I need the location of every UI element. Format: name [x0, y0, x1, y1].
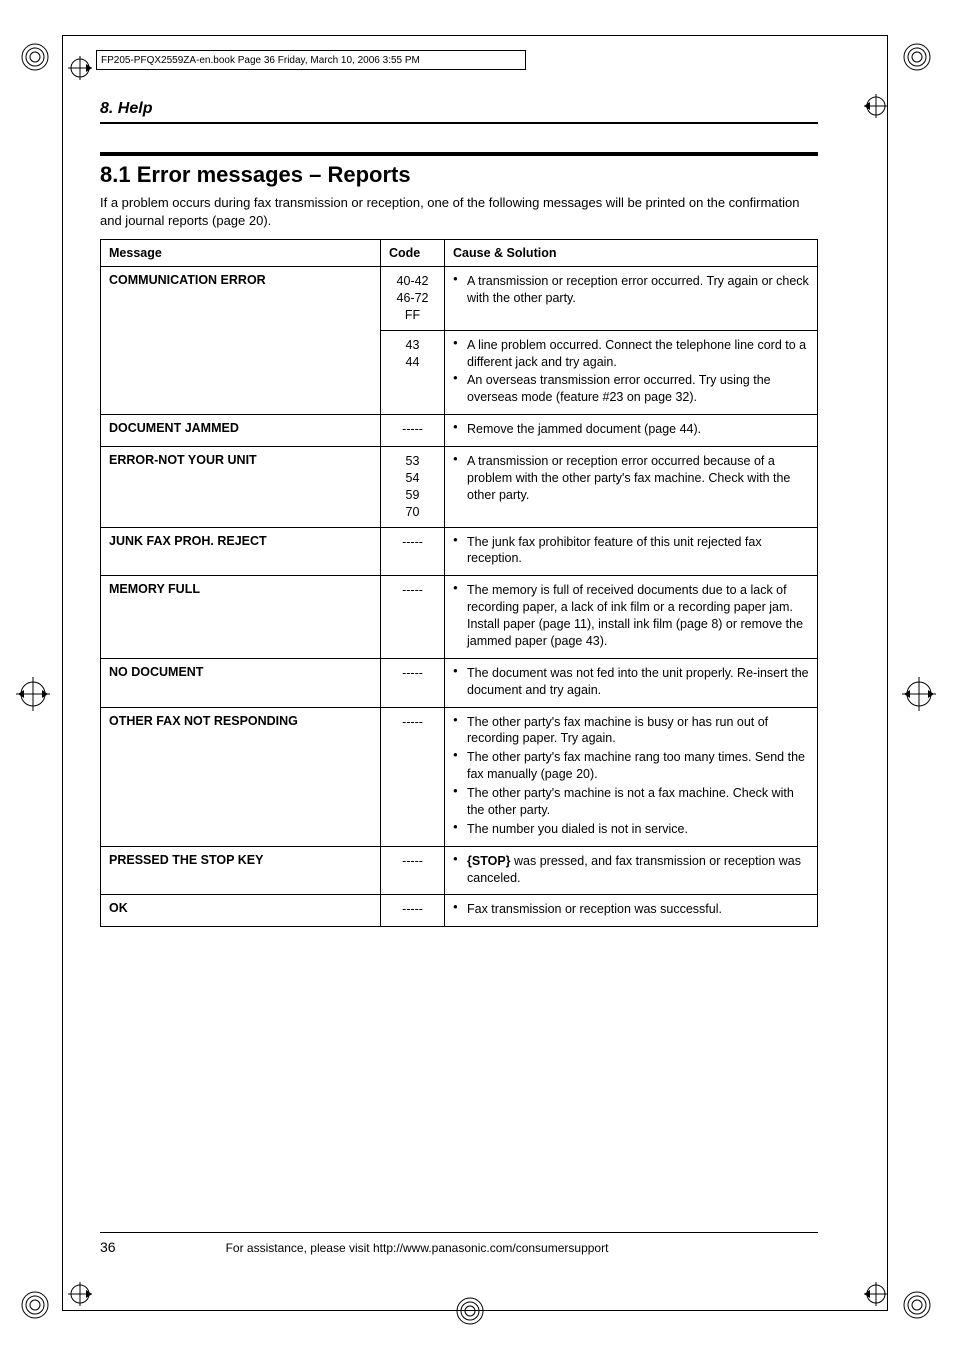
cell-code: 53545970	[381, 447, 445, 528]
table-row: COMMUNICATION ERROR40-4246-72FFA transmi…	[101, 267, 818, 331]
cell-code: -----	[381, 527, 445, 576]
page-footer: 36 For assistance, please visit http://w…	[100, 1232, 818, 1255]
chapter-title: 8. Help	[100, 100, 818, 118]
registration-mark-icon	[20, 42, 50, 72]
solution-item: The number you dialed is not in service.	[453, 821, 809, 838]
solution-item: The document was not fed into the unit p…	[453, 665, 809, 699]
section-rule	[100, 152, 818, 156]
cell-message: PRESSED THE STOP KEY	[101, 846, 381, 895]
solution-item: A transmission or reception error occurr…	[453, 273, 809, 307]
cell-solution: The memory is full of received documents…	[445, 576, 818, 659]
cell-code: 4344	[381, 330, 445, 415]
registration-crosshair-icon	[902, 677, 936, 711]
registration-mark-icon	[902, 1290, 932, 1320]
table-row: DOCUMENT JAMMED----- Remove the jammed do…	[101, 415, 818, 447]
solution-item: A transmission or reception error occurr…	[453, 453, 809, 504]
crosshair-icon	[68, 1282, 92, 1306]
cell-code: -----	[381, 658, 445, 707]
solution-item: {STOP} was pressed, and fax transmission…	[453, 853, 809, 887]
registration-mark-icon	[902, 42, 932, 72]
section-title: 8.1 Error messages – Reports	[100, 162, 818, 188]
table-header-row: Message Code Cause & Solution	[101, 240, 818, 267]
table-row: OK----- Fax transmission or reception was…	[101, 895, 818, 927]
cell-solution: A transmission or reception error occurr…	[445, 267, 818, 331]
solution-item: Remove the jammed document (page 44).	[453, 421, 809, 438]
registration-crosshair-icon	[16, 677, 50, 711]
section-intro: If a problem occurs during fax transmiss…	[100, 194, 818, 229]
cell-message: OK	[101, 895, 381, 927]
cell-message: OTHER FAX NOT RESPONDING	[101, 707, 381, 846]
table-row: NO DOCUMENT-----The document was not fed…	[101, 658, 818, 707]
cell-solution: A line problem occurred. Connect the tel…	[445, 330, 818, 415]
cell-code: -----	[381, 707, 445, 846]
chapter-rule	[100, 122, 818, 124]
cell-solution: The document was not fed into the unit p…	[445, 658, 818, 707]
page-body: 8. Help 8.1 Error messages – Reports If …	[100, 100, 818, 927]
cell-solution: Fax transmission or reception was succes…	[445, 895, 818, 927]
cell-solution: The other party's fax machine is busy or…	[445, 707, 818, 846]
print-header-text: FP205-PFQX2559ZA-en.book Page 36 Friday,…	[101, 55, 420, 66]
page-number: 36	[100, 1239, 116, 1255]
table-row: JUNK FAX PROH. REJECT-----The junk fax p…	[101, 527, 818, 576]
cell-code: 40-4246-72FF	[381, 267, 445, 331]
cell-message: ERROR-NOT YOUR UNIT	[101, 447, 381, 528]
print-header-line: FP205-PFQX2559ZA-en.book Page 36 Friday,…	[96, 50, 526, 70]
registration-mark-icon	[20, 1290, 50, 1320]
solution-item: The other party's fax machine rang too m…	[453, 749, 809, 783]
solution-item: The other party's machine is not a fax m…	[453, 785, 809, 819]
col-code: Code	[381, 240, 445, 267]
cell-message: JUNK FAX PROH. REJECT	[101, 527, 381, 576]
table-row: PRESSED THE STOP KEY-----{STOP} was pres…	[101, 846, 818, 895]
solution-item: Fax transmission or reception was succes…	[453, 901, 809, 918]
cell-solution: A transmission or reception error occurr…	[445, 447, 818, 528]
cell-solution: {STOP} was pressed, and fax transmission…	[445, 846, 818, 895]
cell-code: -----	[381, 415, 445, 447]
footer-rule	[100, 1232, 818, 1233]
error-table: Message Code Cause & Solution COMMUNICAT…	[100, 239, 818, 927]
col-cause: Cause & Solution	[445, 240, 818, 267]
table-body: COMMUNICATION ERROR40-4246-72FFA transmi…	[101, 267, 818, 927]
cell-code: -----	[381, 846, 445, 895]
solution-item: A line problem occurred. Connect the tel…	[453, 337, 809, 371]
solution-item: The junk fax prohibitor feature of this …	[453, 534, 809, 568]
crosshair-icon	[864, 94, 888, 118]
cell-message: COMMUNICATION ERROR	[101, 267, 381, 415]
cell-message: MEMORY FULL	[101, 576, 381, 659]
crosshair-icon	[68, 56, 92, 80]
footer-text: For assistance, please visit http://www.…	[226, 1241, 609, 1255]
cell-message: DOCUMENT JAMMED	[101, 415, 381, 447]
cell-solution: Remove the jammed document (page 44).	[445, 415, 818, 447]
cell-code: -----	[381, 576, 445, 659]
solution-item: The other party's fax machine is busy or…	[453, 714, 809, 748]
cell-code: -----	[381, 895, 445, 927]
cell-message: NO DOCUMENT	[101, 658, 381, 707]
col-message: Message	[101, 240, 381, 267]
cell-solution: The junk fax prohibitor feature of this …	[445, 527, 818, 576]
registration-mark-icon	[455, 1296, 485, 1326]
table-row: ERROR-NOT YOUR UNIT53545970A transmissio…	[101, 447, 818, 528]
solution-item: An overseas transmission error occurred.…	[453, 372, 809, 406]
crosshair-icon	[864, 1282, 888, 1306]
solution-item: The memory is full of received documents…	[453, 582, 809, 650]
table-row: MEMORY FULL-----The memory is full of re…	[101, 576, 818, 659]
table-row: OTHER FAX NOT RESPONDING-----The other p…	[101, 707, 818, 846]
